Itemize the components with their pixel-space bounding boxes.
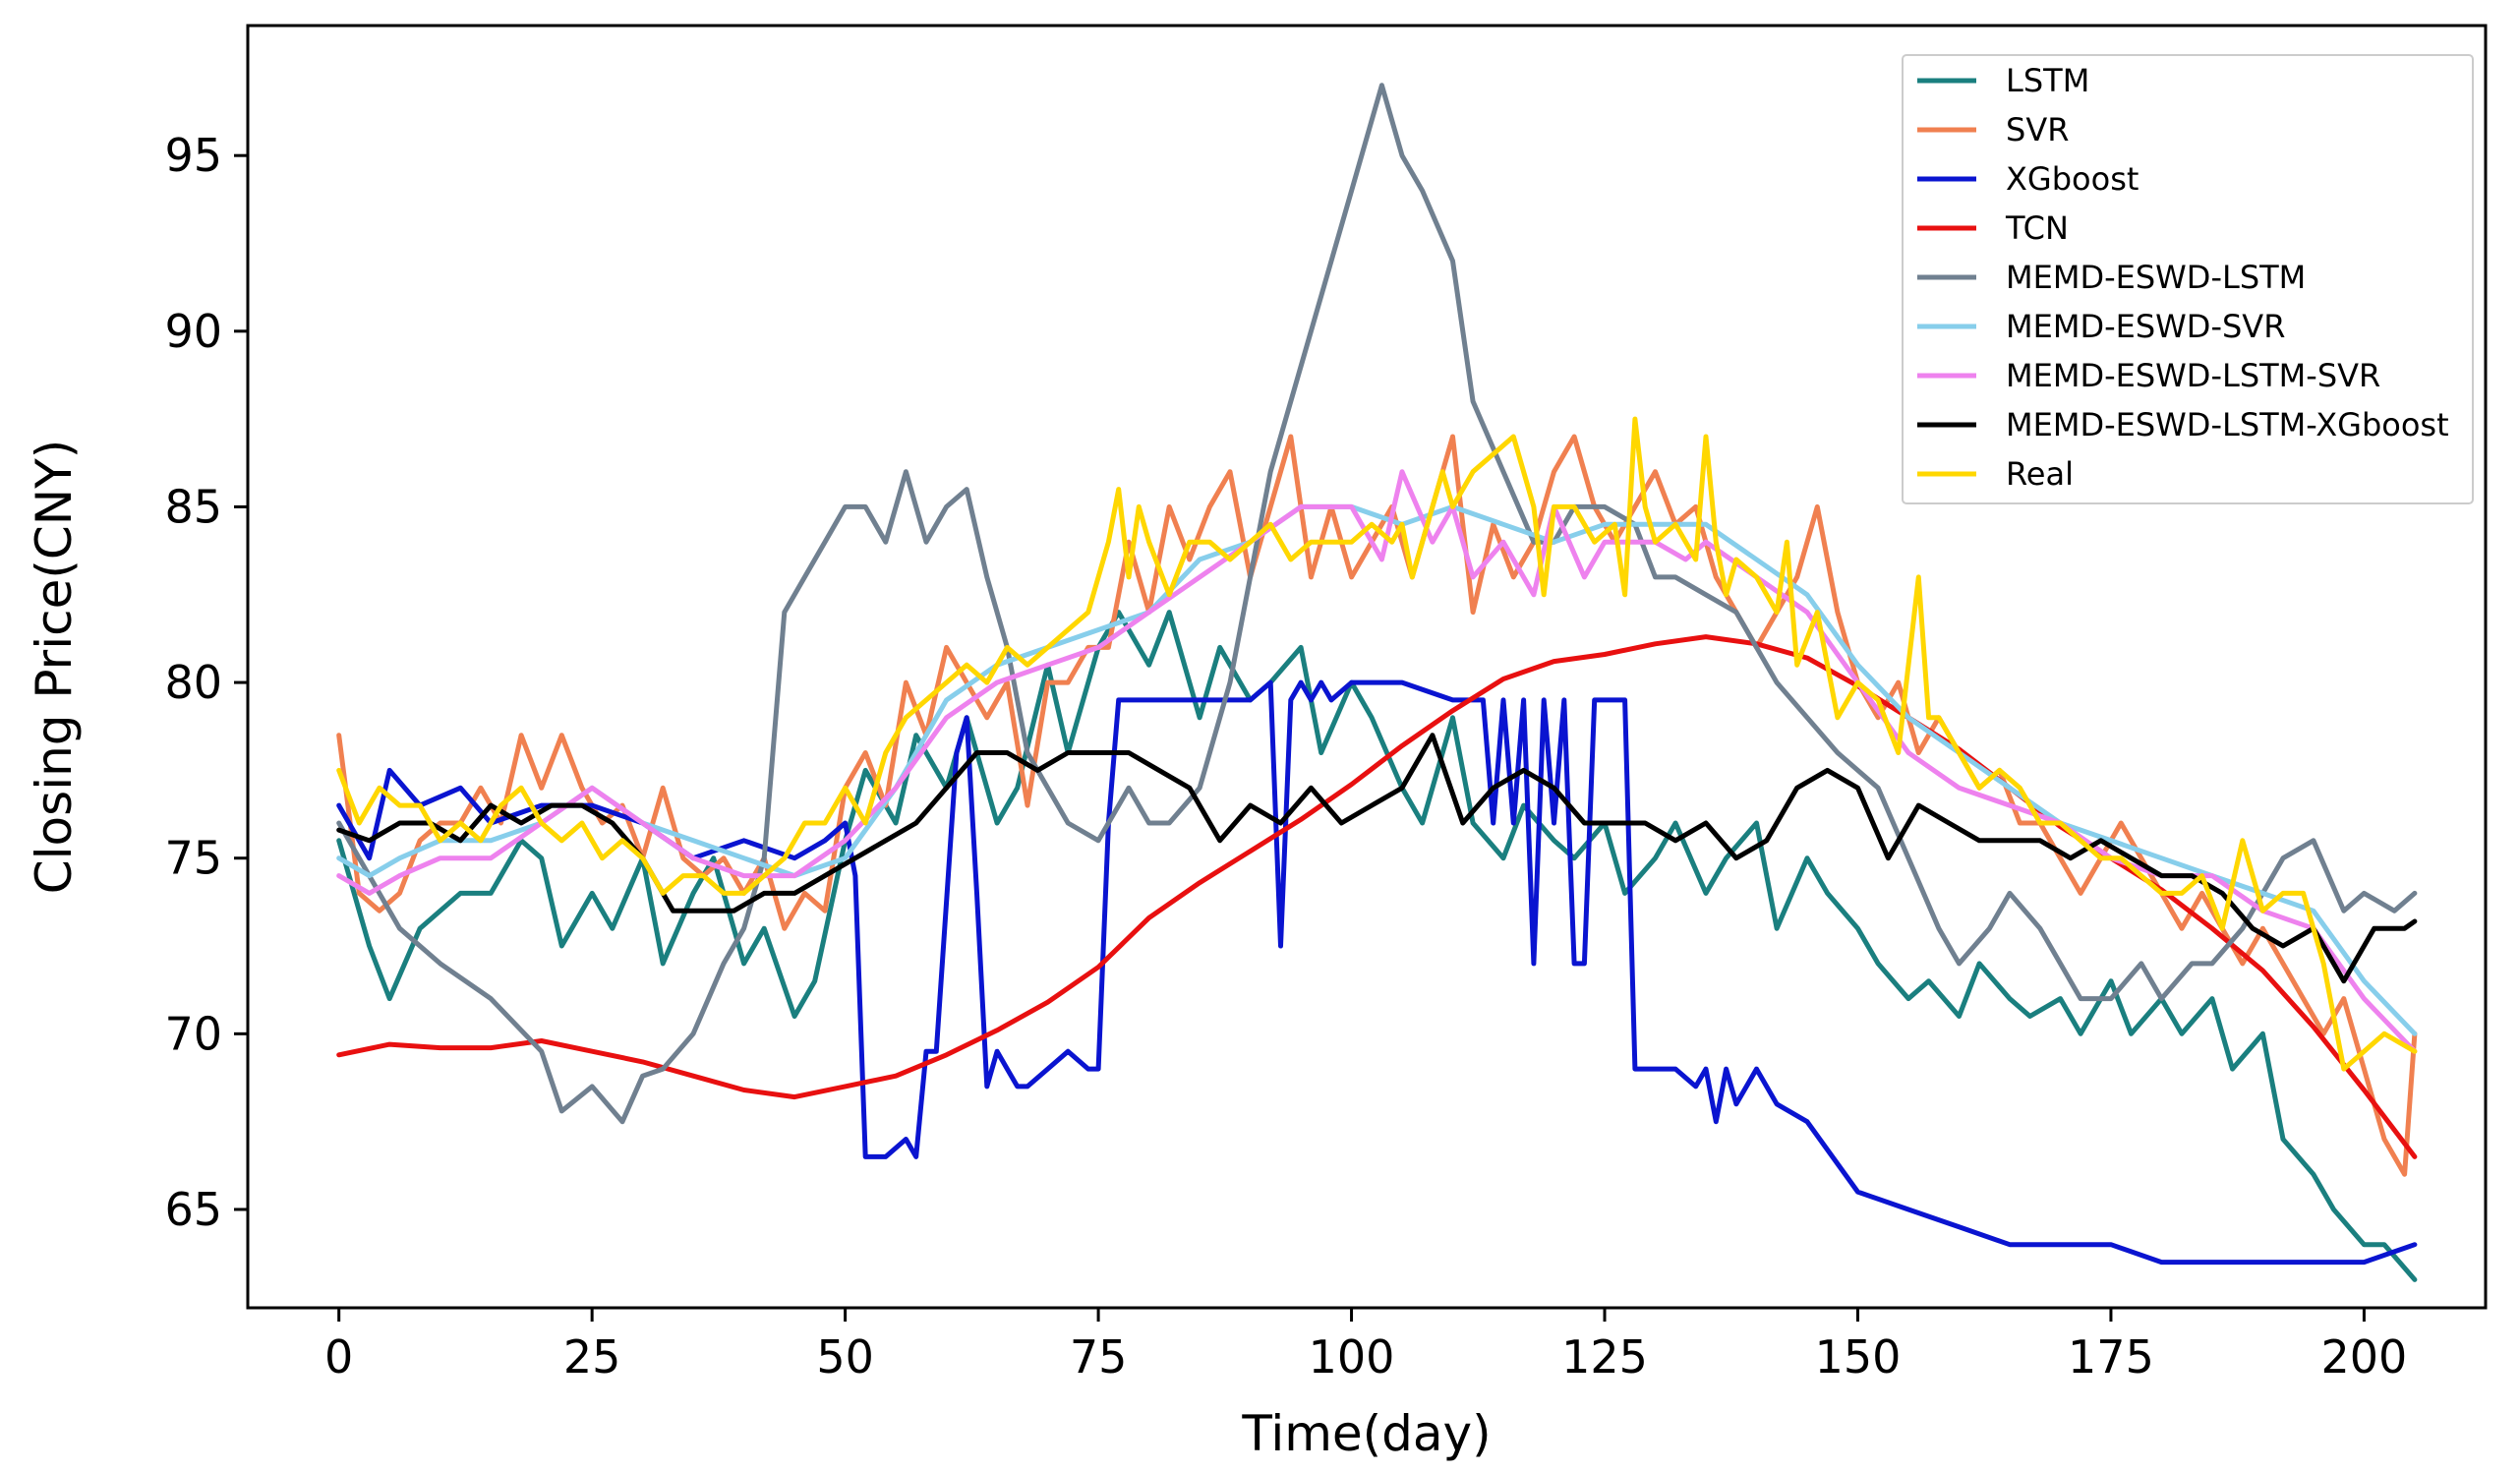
legend-label: Real	[2006, 455, 2074, 493]
legend-item: TCN	[1917, 209, 2069, 247]
x-axis-label: Time(day)	[1241, 1405, 1491, 1462]
x-tick-label: 0	[324, 1330, 353, 1384]
x-tick-label: 125	[1561, 1330, 1648, 1384]
legend-label: TCN	[2005, 209, 2069, 247]
y-tick-label: 80	[164, 656, 222, 709]
x-tick-label: 25	[563, 1330, 621, 1384]
x-tick-label: 175	[2068, 1330, 2154, 1384]
series-line-memd-eswd-lstm	[336, 83, 2418, 1125]
legend-item: XGboost	[1917, 160, 2139, 198]
series-line-memd-eswd-svr	[336, 503, 2418, 1036]
legend-label: MEMD-ESWD-LSTM-XGboost	[2006, 406, 2449, 443]
series-line-memd-eswd-lstm-svr	[336, 469, 2418, 1054]
legend-frame	[1902, 54, 2474, 504]
legend-item: MEMD-ESWD-LSTM	[1917, 259, 2306, 296]
legend-item: LSTM	[1917, 62, 2089, 99]
series-lines	[336, 83, 2418, 1282]
series-line-xgboost	[336, 679, 2418, 1266]
series-line-svr	[336, 434, 2418, 1177]
y-tick-label: 65	[164, 1183, 222, 1236]
x-tick-label: 50	[816, 1330, 874, 1384]
legend-label: MEMD-ESWD-SVR	[2006, 308, 2285, 345]
legend-label: XGboost	[2006, 160, 2139, 198]
x-tick-label: 200	[2321, 1330, 2408, 1384]
x-axis-ticks: 0 25 50 75 100 125 150 175 200	[324, 1308, 2407, 1384]
legend-item: MEMD-ESWD-SVR	[1917, 308, 2285, 345]
x-tick-label: 75	[1070, 1330, 1128, 1384]
y-tick-label: 95	[164, 129, 222, 182]
y-axis-ticks: 65 70 75 80 85 90 95	[164, 129, 248, 1236]
legend-label: MEMD-ESWD-LSTM-SVR	[2006, 357, 2380, 394]
legend-label: LSTM	[2006, 62, 2089, 99]
x-tick-label: 100	[1309, 1330, 1395, 1384]
series-line-memd-eswd-lstm-xgboost	[336, 733, 2418, 984]
series-line-real	[336, 416, 2418, 1072]
y-tick-label: 70	[164, 1007, 222, 1060]
legend-item: MEMD-ESWD-LSTM-SVR	[1917, 357, 2380, 394]
y-tick-label: 85	[164, 480, 222, 533]
y-tick-label: 75	[164, 832, 222, 885]
legend: LSTM SVR XGboost TCN MEMD-ESWD-LSTM MEMD-ESWD…	[1902, 54, 2474, 504]
y-tick-label: 90	[164, 305, 222, 358]
series-line-lstm	[336, 610, 2418, 1282]
plot-frame	[246, 24, 2488, 1310]
legend-label: MEMD-ESWD-LSTM	[2006, 259, 2306, 296]
legend-label: SVR	[2006, 111, 2069, 148]
legend-item: MEMD-ESWD-LSTM-XGboost	[1917, 406, 2449, 443]
legend-item: SVR	[1917, 111, 2069, 148]
legend-item: Real	[1917, 455, 2074, 493]
y-axis-label: Closing Price(CNY)	[26, 440, 83, 895]
x-tick-label: 150	[1815, 1330, 1902, 1384]
